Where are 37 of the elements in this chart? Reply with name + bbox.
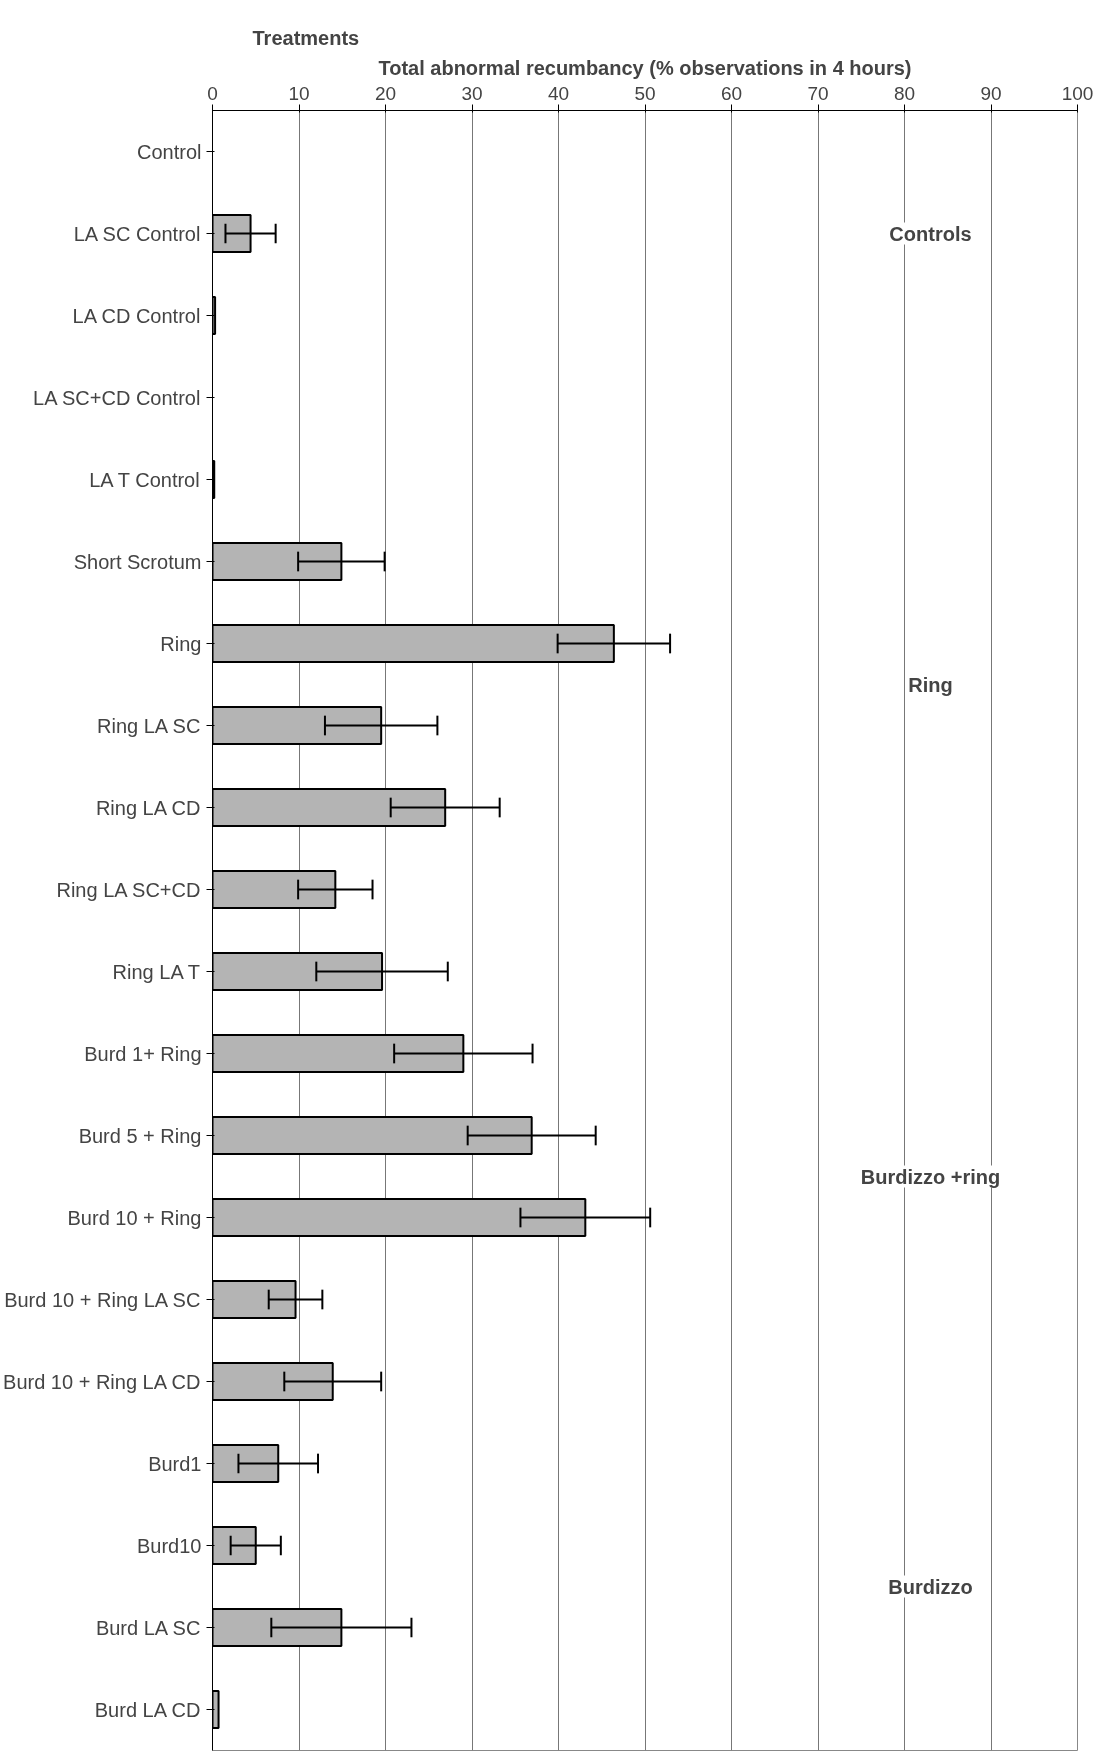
annotation: Burdizzo: [888, 1575, 973, 1598]
y-tick-label: Burd 10 + Ring LA CD: [3, 1370, 201, 1393]
x-tick-label: 50: [634, 82, 656, 104]
x-tick-label: 80: [893, 82, 916, 104]
x-tick-label: 100: [1061, 82, 1094, 104]
y-tick-label: Ring LA CD: [95, 796, 201, 819]
y-tick-label: LA SC+CD Control: [33, 386, 201, 409]
y-tick-label: LA T Control: [89, 468, 200, 491]
x-tick-label: 70: [807, 82, 829, 104]
annotation: Controls: [889, 222, 972, 245]
y-axis-title: Treatments: [252, 26, 360, 49]
x-tick-label: 20: [374, 82, 397, 104]
y-tick-label: Burd 10 + Ring: [67, 1206, 202, 1229]
y-tick-label: Control: [137, 140, 202, 163]
y-tick-label: Short Scrotum: [73, 550, 202, 573]
y-tick-label: LA SC Control: [73, 222, 201, 245]
y-tick-label: Burd 5 + Ring: [78, 1124, 202, 1147]
y-tick-label: Ring LA SC: [97, 714, 201, 737]
y-tick-label: LA CD Control: [72, 304, 201, 327]
y-tick-label: Ring LA SC+CD: [56, 878, 201, 901]
x-tick-label: 60: [720, 82, 743, 104]
x-tick-label: 90: [980, 82, 1002, 104]
annotation: Ring: [908, 673, 953, 696]
y-tick-label: Burd LA CD: [94, 1698, 201, 1721]
y-tick-label: Ring LA T: [112, 960, 201, 983]
x-tick-label: 40: [547, 82, 570, 104]
annotation: Burdizzo +ring: [860, 1165, 1001, 1188]
x-axis-title: Total abnormal recumbancy (% observations in 4 hours): [378, 56, 912, 79]
x-tick-label: 30: [461, 82, 483, 104]
y-tick-label: Burd LA SC: [95, 1616, 201, 1639]
x-tick-label: 10: [288, 82, 310, 104]
y-tick-label: Ring: [160, 632, 202, 655]
y-tick-label: Burd1: [148, 1452, 202, 1475]
y-tick-label: Burd 1+ Ring: [84, 1042, 202, 1065]
y-tick-label: Burd 10 + Ring LA SC: [4, 1288, 201, 1311]
y-tick-label: Burd10: [137, 1534, 202, 1557]
x-tick-label: 0: [207, 82, 218, 104]
